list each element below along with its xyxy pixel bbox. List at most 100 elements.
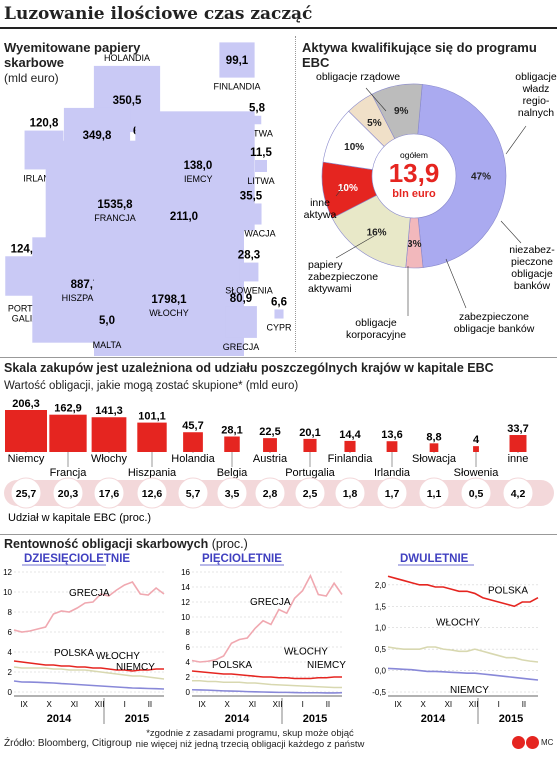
purchase-country: Hiszpania xyxy=(128,467,177,479)
share-bubble xyxy=(10,477,42,509)
copyright-icon xyxy=(512,736,525,749)
x-tick-label: IX xyxy=(198,700,206,709)
share-value: 17,6 xyxy=(99,488,120,500)
series-wlochy xyxy=(13,666,165,680)
series-niemcy xyxy=(13,680,165,690)
purchase-value: 22,5 xyxy=(259,426,280,438)
x-tick-label: X xyxy=(225,700,231,709)
x-tick-label: XI xyxy=(445,700,453,709)
share-irlandia: 1,7 xyxy=(376,477,408,509)
purchase-country: Austria xyxy=(253,453,288,465)
share-value: 25,7 xyxy=(16,488,37,500)
share-value: 3,5 xyxy=(225,488,240,500)
purchase-holandia: 45,7 Holandia xyxy=(171,420,215,465)
bond-value: 6,6 xyxy=(271,296,287,308)
y-tick-label: 1,0 xyxy=(375,624,387,633)
bond-square xyxy=(103,328,111,336)
purchase-value: 20,1 xyxy=(299,427,320,439)
purchase-country: Portugalia xyxy=(285,467,335,479)
series-grecja xyxy=(191,573,343,663)
footnote: *zgodnie z zasadami programu, skup może … xyxy=(130,728,370,750)
purchase-country: Finlandia xyxy=(328,453,374,465)
bond-value: 349,8 xyxy=(83,130,112,142)
bond-grecja: 80,9 GRECJA xyxy=(223,293,260,352)
donut-slice-obligacje-rzadowe xyxy=(417,84,507,268)
donut-label-text: obligacje xyxy=(511,268,553,280)
x-tick-label: XI xyxy=(71,700,79,709)
year-label: 2015 xyxy=(125,713,149,725)
y-tick-label: 1,5 xyxy=(375,602,387,611)
bond-country: MALTA xyxy=(93,340,122,350)
donut-label-text: obligacje rządowe xyxy=(316,71,400,83)
bond-country: WŁOCHY xyxy=(149,308,189,318)
share-bubble xyxy=(334,477,366,509)
donut-label-text: pieczone xyxy=(511,256,553,268)
purchase-value: 162,9 xyxy=(54,403,82,415)
x-tick-label: II xyxy=(148,700,152,709)
leader-line xyxy=(335,185,345,197)
share-francja: 20,3 xyxy=(52,477,84,509)
bond-value: 124,6 xyxy=(11,243,40,255)
year-label: 2014 xyxy=(47,713,72,725)
donut-label-text: władz xyxy=(522,83,550,95)
purchase-country: Włochy xyxy=(91,453,128,465)
bond-slowenia: 28,3 SŁOWENIA xyxy=(225,250,273,296)
series-polska xyxy=(13,660,164,672)
leader-line xyxy=(445,258,467,309)
purchase-square xyxy=(263,438,277,452)
purchase-country: Holandia xyxy=(171,453,215,465)
bond-malta: 5,0 MALTA xyxy=(93,315,122,350)
purchase-austria: 22,5 Austria xyxy=(253,426,288,465)
share-bubble xyxy=(418,477,450,509)
x-tick-label: XII xyxy=(95,700,105,709)
series-label-polska: POLSKA xyxy=(54,648,94,659)
donut-center-label: ogółem xyxy=(400,150,428,160)
y-tick-label: 8 xyxy=(186,628,191,637)
donut-label-obligacje-rzadowe: obligacje rządowe xyxy=(316,71,400,112)
x-tick-label: II xyxy=(326,700,330,709)
share-value: 12,6 xyxy=(142,488,163,500)
y-tick-label: 12 xyxy=(3,568,12,577)
purchase-francja: 162,9 Francja xyxy=(49,403,87,479)
donut-label-text: papiery xyxy=(308,259,343,271)
y-tick-label: 12 xyxy=(181,598,190,607)
y-tick-label: 6 xyxy=(186,643,191,652)
press-agency-icon xyxy=(526,736,539,749)
purchase-bars: 206,3 Niemcy 162,9 Francja 141,3 Włochy 101,1 H… xyxy=(4,398,554,524)
bond-country: PORTU- xyxy=(8,304,42,314)
share-niemcy: 25,7 xyxy=(10,477,42,509)
donut-label-text: obligacje xyxy=(515,71,557,83)
bond-square xyxy=(239,262,259,282)
purchase-square xyxy=(473,446,479,452)
purchase-value: 28,1 xyxy=(221,424,242,436)
bond-country: LITWA xyxy=(247,176,274,186)
series-niemcy xyxy=(387,667,539,681)
purchase-value: 8,8 xyxy=(426,431,441,443)
bond-square xyxy=(252,115,262,125)
leader-line xyxy=(500,220,522,244)
share-bubble xyxy=(216,477,248,509)
series-label-wlochy: WŁOCHY xyxy=(284,647,328,658)
share-austria: 2,8 xyxy=(254,477,286,509)
purchase-country: Słowenia xyxy=(454,467,500,479)
donut-slice-inne-aktywa xyxy=(371,83,423,140)
year-label: 2015 xyxy=(303,713,327,725)
share-bubble xyxy=(254,477,286,509)
donut-label-text: zabezpieczone xyxy=(459,311,529,323)
purchase-square xyxy=(429,443,439,452)
share-value: 1,7 xyxy=(385,488,400,500)
donut-pct: 3% xyxy=(407,239,422,250)
share-hiszpania: 12,6 xyxy=(136,477,168,509)
share-inne: 4,2 xyxy=(502,477,534,509)
leader-line xyxy=(365,87,387,112)
donut-heading: Aktywa kwalifikujące się do programu EBC xyxy=(302,40,537,70)
title-rule xyxy=(0,27,557,29)
year-label: 2014 xyxy=(225,713,250,725)
x-tick-label: X xyxy=(421,700,427,709)
x-tick-label: X xyxy=(47,700,53,709)
series-label-wlochy: WŁOCHY xyxy=(436,618,480,629)
bond-value: 120,8 xyxy=(30,118,59,130)
purchase-country: inne xyxy=(508,453,529,465)
